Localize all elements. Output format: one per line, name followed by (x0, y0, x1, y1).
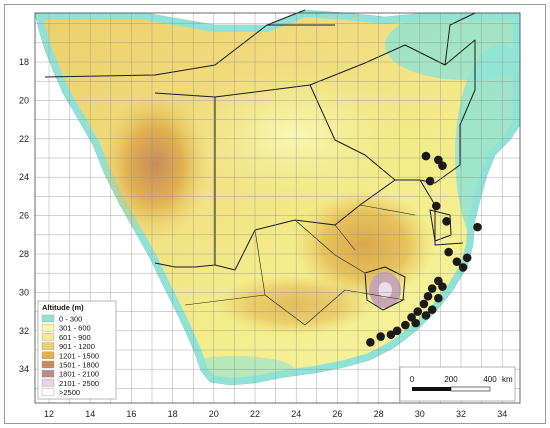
sample-point (473, 222, 482, 232)
scale-label-400: 400 (483, 375, 497, 384)
map-border (34, 12, 521, 404)
y-tick-label: 24 (19, 172, 29, 182)
sample-point (419, 299, 429, 309)
legend-label: 1201 - 1500 (59, 351, 99, 360)
sample-point (423, 291, 433, 301)
sample-point (421, 311, 431, 320)
scale-box (399, 366, 516, 402)
sample-point (413, 307, 423, 316)
legend-title: Altitude (m) (42, 303, 84, 312)
border-malawi (444, 12, 476, 66)
legend-swatch (41, 314, 55, 323)
kalahari-lowland (175, 65, 415, 205)
scale-segment-light (450, 386, 491, 392)
x-tick-label: 16 (126, 409, 136, 419)
sample-point (366, 338, 375, 347)
scale-bar: 0 200 400 km (399, 366, 516, 402)
legend-label: 1801 - 2100 (59, 370, 99, 379)
sample-point (427, 305, 437, 314)
y-tick-label: 30 (19, 287, 29, 297)
longitude-ticks: 12 14 16 18 20 22 24 26 28 30 32 34 (44, 409, 507, 419)
legend-label: 901 - 1200 (59, 342, 95, 351)
legend-label: 601 - 900 (59, 333, 91, 342)
x-tick-label: 18 (168, 409, 178, 419)
sample-point (458, 263, 468, 272)
scale-unit: km (502, 375, 513, 384)
legend-swatch (41, 370, 55, 378)
sample-point (442, 217, 451, 226)
x-tick-label: 12 (44, 409, 54, 419)
sample-point (438, 282, 447, 291)
x-tick-label: 30 (415, 409, 425, 419)
x-tick-label: 20 (209, 409, 219, 419)
drakensberg-summit (378, 282, 392, 298)
y-tick-label: 18 (19, 57, 29, 67)
sample-point (438, 161, 447, 170)
sample-point (421, 151, 431, 161)
legend-label: 301 - 600 (59, 324, 91, 333)
legend-swatch (41, 351, 55, 359)
latitude-ticks: 18 20 22 24 26 28 30 32 34 (19, 57, 29, 374)
sample-point (376, 332, 385, 341)
namibian-highland (100, 90, 210, 240)
sample-point (444, 247, 453, 257)
sample-point (425, 176, 435, 186)
sample-point (434, 293, 443, 303)
legend-label: >2500 (59, 388, 80, 397)
legend-swatch (41, 333, 55, 341)
sample-point (462, 253, 472, 263)
x-tick-label: 34 (497, 409, 507, 419)
sample-point (401, 320, 410, 330)
country-borders (44, 9, 476, 326)
map-frame: 12 14 16 18 20 22 24 26 28 30 32 34 18 20 22 24 26 28 30 3… (4, 4, 546, 424)
karoo-upland (215, 275, 375, 335)
border-lesotho (364, 266, 406, 311)
x-tick-label: 14 (85, 409, 95, 419)
legend-swatch (41, 324, 55, 332)
x-tick-label: 28 (374, 409, 384, 419)
y-tick-label: 20 (19, 95, 29, 105)
highveld (295, 190, 435, 300)
legend-label: 2101 - 2500 (59, 379, 99, 388)
x-tick-label: 24 (291, 409, 301, 419)
border-zambia (266, 9, 306, 26)
legend-swatch (41, 388, 55, 396)
border-southafrica-mozambique (419, 179, 464, 246)
sample-point (431, 201, 441, 211)
sample-points (366, 151, 482, 347)
legend-swatch (41, 379, 55, 387)
y-tick-label: 28 (19, 249, 29, 259)
y-tick-label: 34 (19, 364, 29, 374)
legend-label: 0 - 300 (59, 315, 82, 324)
scale-segment-dark (412, 387, 451, 391)
y-tick-label: 32 (19, 326, 29, 336)
legend-label: 1501 - 1800 (59, 361, 99, 370)
altitude-map: 12 14 16 18 20 22 24 26 28 30 32 34 18 20 22 24 26 28 30 3… (19, 9, 521, 419)
province-lines (184, 204, 416, 326)
border-namibia-southafrica (154, 262, 216, 268)
legend-swatch (41, 360, 55, 369)
sample-point (392, 326, 402, 336)
sample-point (386, 330, 396, 339)
x-tick-label: 22 (250, 409, 260, 419)
northeast-lowland (385, 10, 520, 80)
legend-swatch (41, 342, 55, 350)
border-botswana-zimbabwe (309, 84, 420, 181)
border-zambia-angola (44, 24, 335, 78)
y-tick-label: 22 (19, 134, 29, 144)
sample-point (427, 284, 437, 293)
sample-point (452, 257, 462, 266)
x-tick-label: 26 (332, 409, 342, 419)
y-tick-label: 26 (19, 211, 29, 221)
scale-label-200: 200 (444, 375, 458, 384)
scale-label-0: 0 (410, 375, 415, 384)
x-tick-label: 32 (456, 409, 466, 419)
sample-point (411, 318, 420, 328)
